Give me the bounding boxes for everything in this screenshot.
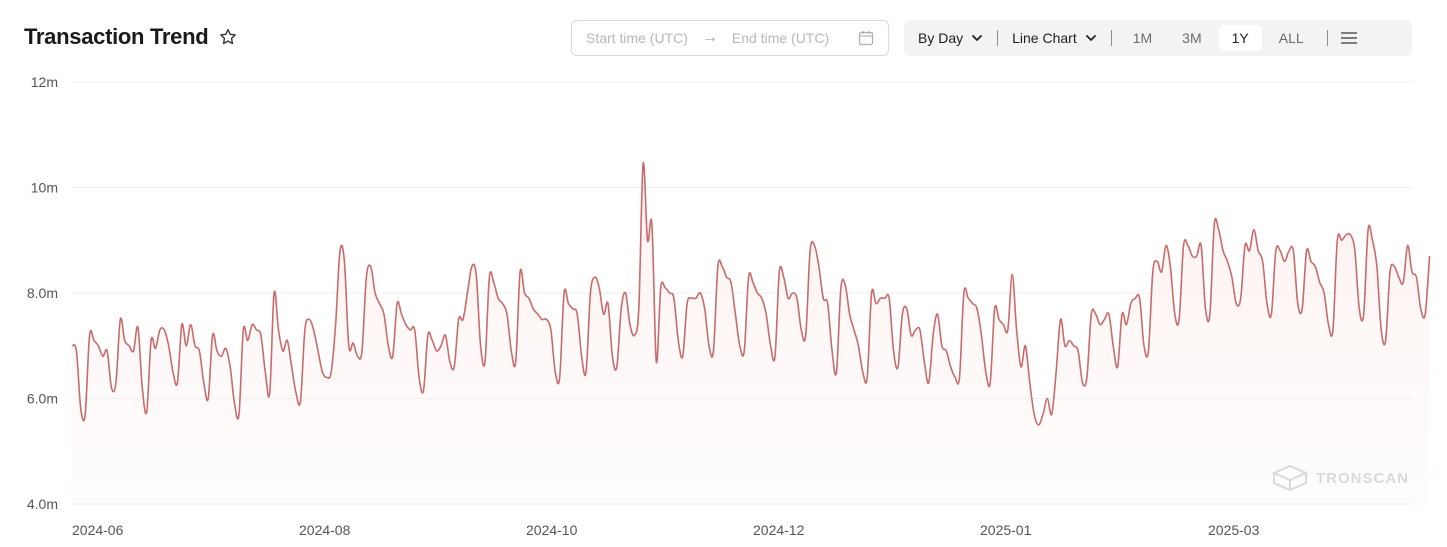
x-tick-label: 2024-10 bbox=[526, 522, 578, 538]
chevron-down-icon bbox=[1085, 35, 1096, 41]
range-1y-button[interactable]: 1Y bbox=[1218, 25, 1262, 51]
calendar-icon[interactable] bbox=[858, 30, 874, 46]
x-tick-label: 2025-01 bbox=[980, 522, 1032, 538]
header: Transaction Trend bbox=[24, 24, 238, 50]
hamburger-menu-icon[interactable] bbox=[1340, 31, 1358, 45]
x-tick-label: 2024-08 bbox=[299, 522, 351, 538]
star-outline-icon[interactable] bbox=[218, 27, 238, 47]
range-all-button[interactable]: ALL bbox=[1278, 30, 1304, 46]
x-tick-label: 2025-03 bbox=[1208, 522, 1260, 538]
start-time-input[interactable]: Start time (UTC) bbox=[586, 30, 688, 46]
granularity-label: By Day bbox=[918, 30, 964, 46]
toolbar-divider bbox=[1326, 30, 1328, 46]
y-tick-label: 6.0m bbox=[27, 391, 58, 407]
date-range-picker[interactable]: Start time (UTC) → End time (UTC) bbox=[571, 20, 889, 56]
series-line bbox=[71, 162, 1431, 426]
x-axis: 2024-06 2024-08 2024-10 2024-12 2025-01 2025-… bbox=[72, 522, 1260, 538]
end-time-input[interactable]: End time (UTC) bbox=[731, 30, 830, 46]
y-tick-label: 8.0m bbox=[27, 285, 58, 301]
chart-toolbar: By Day Line Chart 1M 3M 1Y ALL bbox=[904, 20, 1412, 56]
chart-type-label: Line Chart bbox=[1012, 30, 1077, 46]
page-title: Transaction Trend bbox=[24, 24, 209, 49]
y-tick-label: 10m bbox=[31, 180, 58, 196]
watermark: TRONSCAN bbox=[1271, 463, 1409, 493]
arrow-right-icon: → bbox=[701, 29, 718, 46]
y-axis: 4.0m 6.0m 8.0m 10m 12m bbox=[27, 74, 58, 512]
toolbar-divider bbox=[1110, 30, 1112, 46]
y-tick-label: 12m bbox=[31, 74, 58, 90]
transaction-line-chart: 4.0m 6.0m 8.0m 10m 12m 2024-06 2024-08 2024-10… bbox=[27, 74, 1431, 538]
watermark-text: TRONSCAN bbox=[1316, 469, 1409, 487]
x-tick-label: 2024-06 bbox=[72, 522, 124, 538]
chevron-down-icon bbox=[972, 35, 983, 41]
chart-type-dropdown[interactable]: Line Chart bbox=[1012, 30, 1097, 46]
series-area bbox=[72, 162, 1430, 504]
tronscan-logo-icon bbox=[1271, 464, 1309, 492]
x-tick-label: 2024-12 bbox=[753, 522, 805, 538]
y-tick-label: 4.0m bbox=[27, 496, 58, 512]
toolbar-divider bbox=[997, 30, 999, 46]
range-3m-button[interactable]: 3M bbox=[1182, 30, 1202, 46]
granularity-dropdown[interactable]: By Day bbox=[918, 30, 983, 46]
range-1m-button[interactable]: 1M bbox=[1132, 30, 1153, 46]
